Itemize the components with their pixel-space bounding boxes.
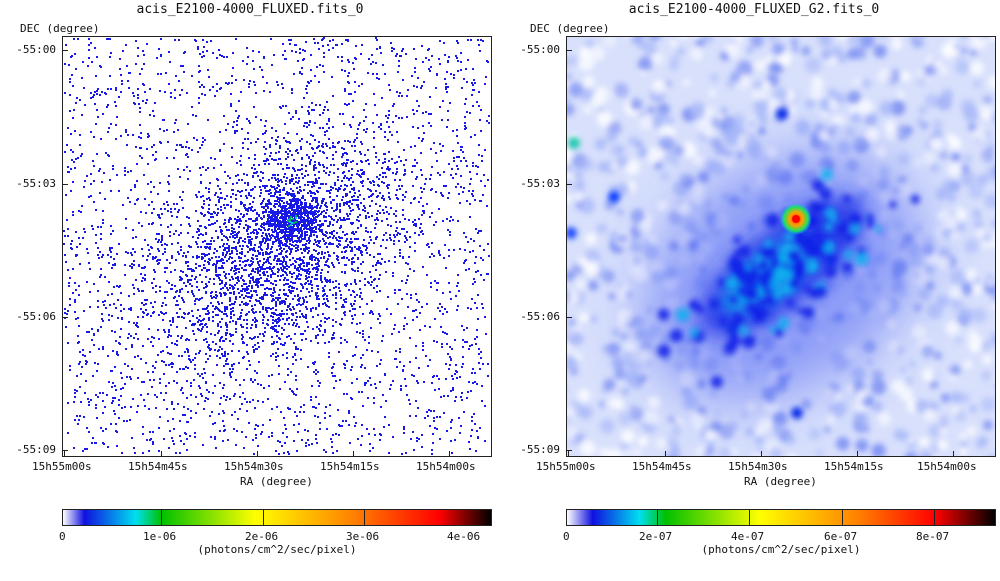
right-colorbar-label: 8e-07 bbox=[916, 530, 950, 543]
right-x-tick-label: 15h54m45s bbox=[632, 460, 692, 473]
left-colorbar-tick bbox=[263, 509, 264, 526]
right-image-panel: acis_E2100-4000_FLUXED_G2.fits_0 DEC (de… bbox=[504, 0, 1000, 581]
right-x-tick-label: 15h54m15s bbox=[824, 460, 884, 473]
right-colorbar-label: 6e-07 bbox=[824, 530, 858, 543]
left-colorbar-label: 0 bbox=[59, 530, 66, 543]
left-image-panel: acis_E2100-4000_FLUXED.fits_0 DEC (degre… bbox=[16, 2, 492, 556]
left-y-tick bbox=[62, 50, 68, 51]
right-colorbar-tick bbox=[657, 509, 658, 526]
left-y-tick bbox=[62, 184, 68, 185]
left-colorbar-unit: (photons/cm^2/sec/pixel) bbox=[197, 543, 357, 556]
right-x-tick-label: 15h54m00s bbox=[917, 460, 977, 473]
right-x-tick bbox=[857, 451, 858, 457]
right-peak bbox=[792, 215, 800, 223]
left-x-tick-label: 15h54m00s bbox=[416, 460, 476, 473]
left-dec-axis-label: DEC (degree) bbox=[20, 22, 100, 35]
right-colorbar-tick bbox=[842, 509, 843, 526]
left-y-tick-label: -55:09 bbox=[16, 443, 56, 456]
left-colorbar-label: 4e-06 bbox=[447, 530, 481, 543]
right-colorbar bbox=[566, 509, 996, 526]
left-sparse-image bbox=[63, 37, 490, 455]
right-colorbar-label: 0 bbox=[563, 530, 570, 543]
right-y-tick bbox=[566, 50, 572, 51]
right-x-tick bbox=[568, 451, 569, 457]
left-ra-axis-label: RA (degree) bbox=[240, 475, 313, 488]
right-y-tick bbox=[566, 450, 572, 451]
right-y-tick-label: -55:09 bbox=[520, 443, 560, 456]
left-y-tick-label: -55:06 bbox=[16, 310, 56, 323]
right-y-tick-label: -55:06 bbox=[520, 310, 560, 323]
right-x-tick-label: 15h55m00s bbox=[536, 460, 596, 473]
left-colorbar bbox=[62, 509, 492, 526]
right-y-tick bbox=[566, 184, 572, 185]
right-x-tick bbox=[665, 451, 666, 457]
right-colorbar-unit: (photons/cm^2/sec/pixel) bbox=[701, 543, 861, 556]
left-colorbar-label: 2e-06 bbox=[245, 530, 279, 543]
right-smoothed-image bbox=[567, 37, 995, 456]
left-x-tick-label: 15h54m15s bbox=[320, 460, 380, 473]
left-x-tick bbox=[64, 451, 65, 457]
left-colorbar-tick bbox=[161, 509, 162, 526]
right-colorbar-tick bbox=[934, 509, 935, 526]
left-x-tick bbox=[161, 451, 162, 457]
left-y-tick-label: -55:00 bbox=[16, 43, 56, 56]
left-y-tick-label: -55:03 bbox=[16, 177, 56, 190]
right-ra-axis-label: RA (degree) bbox=[744, 475, 817, 488]
left-x-tick-label: 15h54m30s bbox=[224, 460, 284, 473]
right-x-tick-label: 15h54m30s bbox=[728, 460, 788, 473]
left-colorbar-tick bbox=[465, 509, 466, 526]
right-x-tick bbox=[953, 451, 954, 457]
left-x-tick bbox=[449, 451, 450, 457]
left-colorbar-label: 1e-06 bbox=[143, 530, 177, 543]
right-colorbar-label: 2e-07 bbox=[639, 530, 673, 543]
left-y-tick bbox=[62, 317, 68, 318]
left-colorbar-label: 3e-06 bbox=[346, 530, 380, 543]
left-x-tick-label: 15h55m00s bbox=[32, 460, 92, 473]
left-x-tick bbox=[257, 451, 258, 457]
left-colorbar-tick bbox=[364, 509, 365, 526]
right-y-tick-label: -55:00 bbox=[520, 43, 560, 56]
left-y-tick bbox=[62, 450, 68, 451]
right-y-tick bbox=[566, 317, 572, 318]
right-x-tick bbox=[761, 451, 762, 457]
right-colorbar-label: 4e-07 bbox=[731, 530, 765, 543]
left-image-canvas[interactable] bbox=[62, 36, 492, 457]
right-colorbar-tick bbox=[749, 509, 750, 526]
left-x-tick-label: 15h54m45s bbox=[128, 460, 188, 473]
left-x-tick bbox=[353, 451, 354, 457]
left-image-title: acis_E2100-4000_FLUXED.fits_0 bbox=[136, 2, 364, 17]
right-dec-axis-label: DEC (degree) bbox=[530, 22, 610, 35]
right-y-tick-label: -55:03 bbox=[520, 177, 560, 190]
right-image-canvas[interactable] bbox=[566, 36, 996, 457]
right-image-title: acis_E2100-4000_FLUXED_G2.fits_0 bbox=[628, 2, 880, 17]
